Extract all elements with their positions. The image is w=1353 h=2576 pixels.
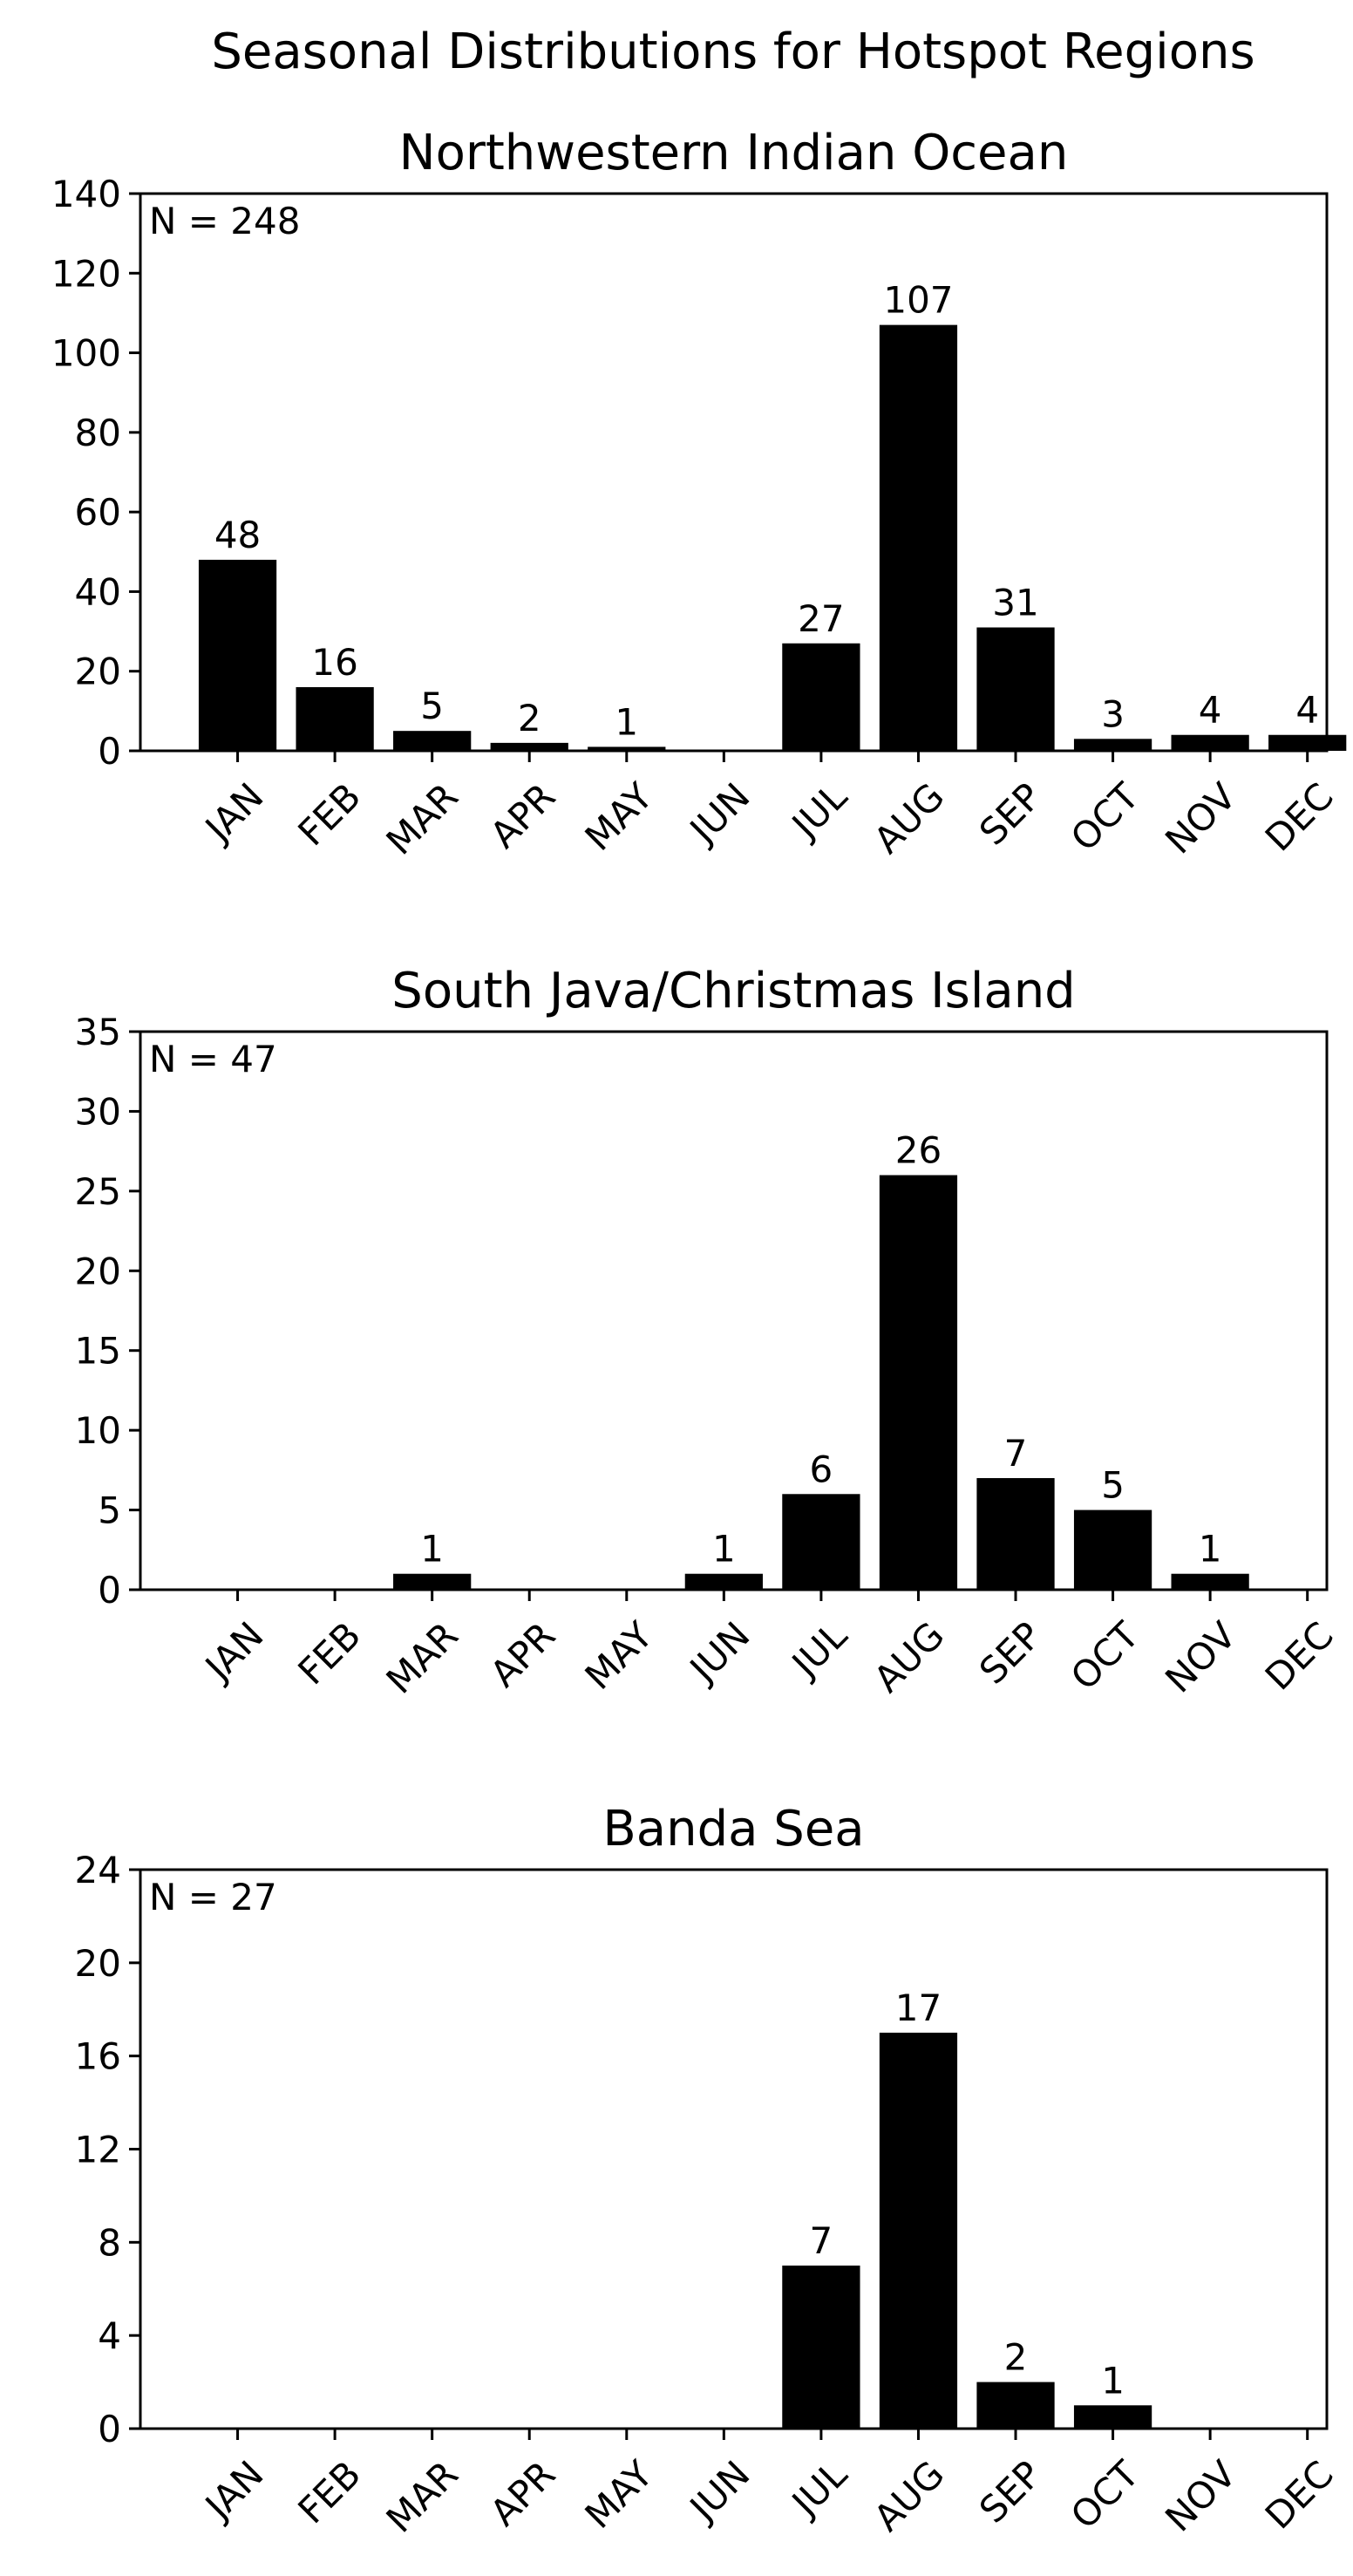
- y-tick-label: 24: [75, 1849, 121, 1891]
- bar-value-label-aug: 17: [895, 1987, 942, 2029]
- bar-value-label-sep: 7: [1004, 1432, 1028, 1475]
- y-tick-label: 140: [51, 173, 121, 215]
- bar-jan: [198, 559, 277, 751]
- bar-apr: [490, 742, 568, 751]
- bar-oct: [1073, 739, 1152, 751]
- bar-value-label-mar: 1: [420, 1528, 444, 1571]
- y-tick-label: 25: [75, 1170, 121, 1213]
- y-tick-label: 120: [51, 252, 121, 295]
- bar-value-label-may: 1: [615, 700, 638, 743]
- y-tick-label: 0: [98, 2408, 121, 2450]
- y-tick-label: 0: [98, 1569, 121, 1612]
- bar-value-label-jul: 7: [810, 2219, 833, 2262]
- bar-value-label-mar: 5: [420, 685, 444, 727]
- bar-value-label-oct: 5: [1101, 1464, 1125, 1507]
- y-tick-label: 8: [98, 2221, 121, 2264]
- bar-feb: [296, 686, 374, 751]
- bar-oct: [1073, 1509, 1152, 1590]
- bar-value-label-jul: 6: [810, 1448, 833, 1490]
- y-tick-label: 10: [75, 1409, 121, 1452]
- bar-value-label-aug: 107: [883, 279, 953, 322]
- bar-value-label-oct: 3: [1101, 692, 1125, 735]
- bar-nov: [1171, 1573, 1249, 1590]
- figure-title: Seasonal Distributions for Hotspot Regio…: [211, 24, 1254, 80]
- y-tick-label: 4: [98, 2314, 121, 2357]
- y-tick-label: 20: [75, 651, 121, 693]
- bar-aug: [879, 1175, 958, 1590]
- bar-value-label-feb: 16: [311, 641, 357, 684]
- y-tick-label: 40: [75, 570, 121, 613]
- bar-value-label-jan: 48: [214, 514, 261, 556]
- bar-value-label-nov: 1: [1199, 1528, 1222, 1571]
- bar-may: [588, 746, 666, 751]
- chart-title: Banda Sea: [602, 1801, 864, 1857]
- y-tick-label: 100: [51, 332, 121, 375]
- bar-value-label-sep: 2: [1004, 2336, 1028, 2379]
- chart-title: South Java/Christmas Island: [391, 963, 1075, 1019]
- bar-dec: [1268, 734, 1347, 751]
- sample-size-annotation: N = 248: [149, 200, 300, 242]
- sample-size-annotation: N = 27: [149, 1876, 277, 1918]
- bar-sep: [976, 627, 1055, 751]
- bar-mar: [393, 1573, 472, 1590]
- y-tick-label: 12: [75, 2129, 121, 2171]
- chart-title: Northwestern Indian Ocean: [399, 125, 1069, 181]
- y-tick-label: 16: [75, 2035, 121, 2078]
- bar-sep: [976, 2382, 1055, 2429]
- bar-jul: [782, 643, 860, 751]
- bar-mar: [393, 731, 472, 751]
- sample-size-annotation: N = 47: [149, 1038, 277, 1080]
- bar-oct: [1073, 2405, 1152, 2429]
- bar-jul: [782, 2266, 860, 2429]
- y-tick-label: 15: [75, 1330, 121, 1373]
- bar-aug: [879, 2032, 958, 2429]
- bar-value-label-dec: 4: [1295, 689, 1319, 732]
- y-tick-label: 20: [75, 1942, 121, 1985]
- bar-jul: [782, 1494, 860, 1590]
- bar-jun: [684, 1573, 763, 1590]
- y-tick-label: 0: [98, 730, 121, 773]
- y-tick-label: 60: [75, 491, 121, 534]
- bar-aug: [879, 324, 958, 751]
- bar-value-label-aug: 26: [895, 1129, 942, 1172]
- plot-frame: [139, 192, 1329, 753]
- y-tick-label: 35: [75, 1011, 121, 1053]
- bar-value-label-jul: 27: [798, 597, 844, 640]
- y-tick-label: 20: [75, 1250, 121, 1292]
- bar-value-label-apr: 2: [518, 697, 541, 739]
- bar-nov: [1171, 734, 1249, 751]
- plot-frame: [139, 1030, 1329, 1591]
- bar-sep: [976, 1478, 1055, 1590]
- y-tick-label: 80: [75, 412, 121, 454]
- y-tick-label: 5: [98, 1489, 121, 1532]
- bar-value-label-sep: 31: [992, 582, 1038, 624]
- bar-value-label-nov: 4: [1199, 689, 1222, 732]
- y-tick-label: 30: [75, 1090, 121, 1133]
- bar-value-label-jun: 1: [712, 1528, 736, 1571]
- bar-value-label-oct: 1: [1101, 2359, 1125, 2402]
